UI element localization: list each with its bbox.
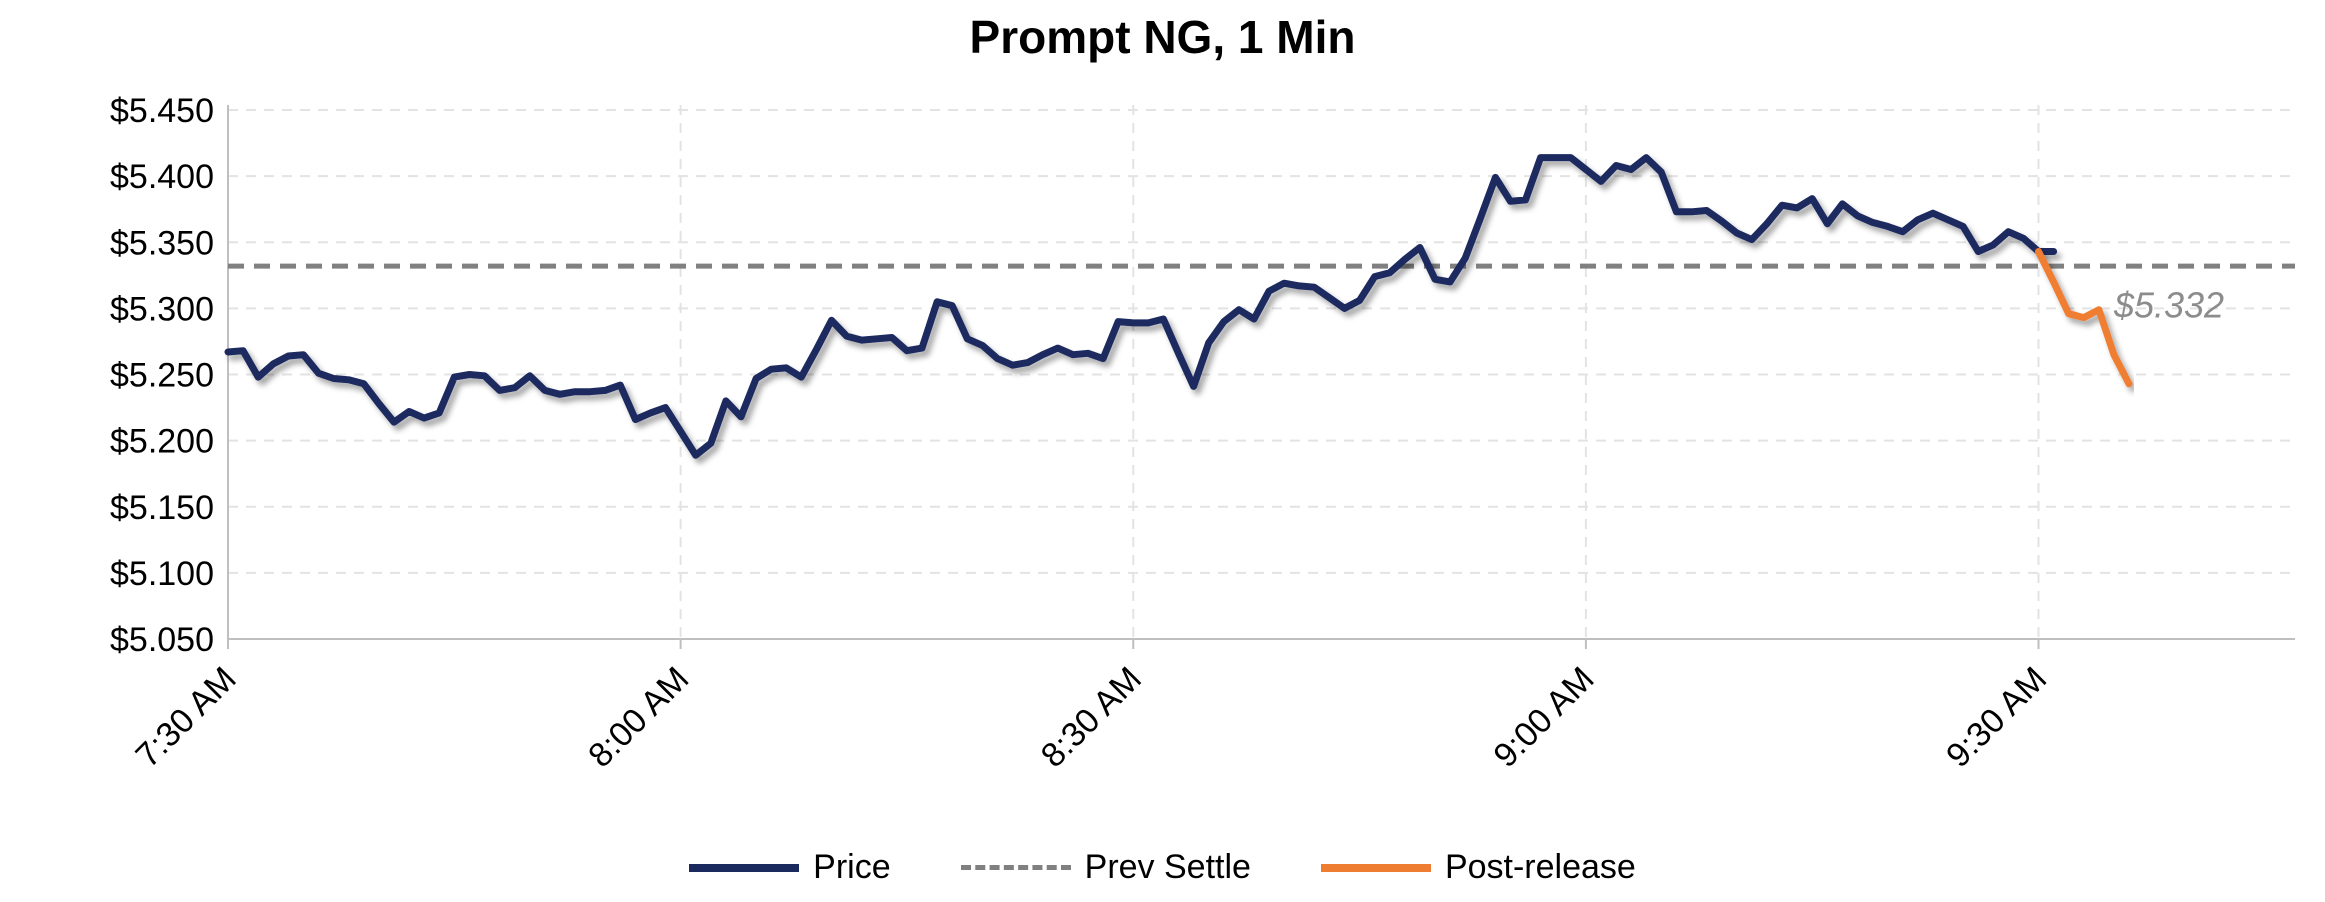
legend-swatch xyxy=(689,863,800,872)
y-tick-label: $5.150 xyxy=(110,489,214,527)
legend-item-price: Price xyxy=(689,848,891,887)
legend: Price Prev Settle Post-release xyxy=(0,848,2325,887)
prev-settle-annotation: $5.332 xyxy=(2113,285,2224,326)
x-tick-label: 8:00 AM xyxy=(581,660,696,775)
legend-label: Price xyxy=(813,848,891,886)
legend-label: Prev Settle xyxy=(1084,848,1251,886)
x-tick-label: 8:30 AM xyxy=(1034,660,1149,775)
y-tick-label: $5.450 xyxy=(110,92,214,130)
legend-swatch xyxy=(1320,863,1431,872)
legend-label: Post-release xyxy=(1444,848,1636,886)
chart-title: Prompt NG, 1 Min xyxy=(969,11,1356,63)
legend-item-post-release: Post-release xyxy=(1320,848,1636,887)
series-lines xyxy=(224,154,2295,459)
x-tick-label: 7:30 AM xyxy=(129,660,244,775)
y-tick-label: $5.050 xyxy=(110,621,214,659)
x-tick-label: 9:00 AM xyxy=(1486,660,1601,775)
y-tick-label: $5.200 xyxy=(110,423,214,461)
gridlines xyxy=(228,105,2295,639)
y-tick-label: $5.350 xyxy=(110,224,214,262)
y-tick-label: $5.100 xyxy=(110,555,214,593)
x-tick-label: 9:30 AM xyxy=(1939,660,2054,775)
legend-swatch xyxy=(960,865,1071,870)
y-tick-label: $5.250 xyxy=(110,357,214,395)
series-line-price xyxy=(224,154,2058,459)
axes xyxy=(227,105,2295,649)
y-tick-label: $5.400 xyxy=(110,158,214,196)
legend-item-prev-settle: Prev Settle xyxy=(960,848,1251,887)
tick-labels: $5.050 $5.100 $5.150 $5.200 $5.250 $5.300 $5.3… xyxy=(110,92,2224,775)
y-tick-label: $5.300 xyxy=(110,290,214,328)
series-line-post-release xyxy=(2035,248,2133,388)
